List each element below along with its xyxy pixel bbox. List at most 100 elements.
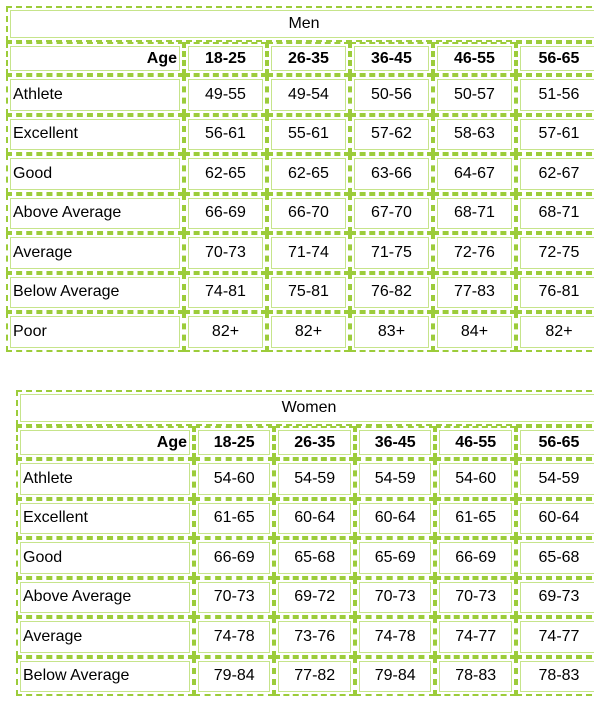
category-label: Below Average xyxy=(6,272,184,312)
table-cell: 82+ xyxy=(184,312,267,352)
table-cell: 62-65 xyxy=(266,154,350,194)
table-cell: 70-73 xyxy=(194,577,275,617)
table-cell: 57-61 xyxy=(515,114,594,154)
table-cell: 69-72 xyxy=(274,577,355,617)
table-cell: 54-59 xyxy=(515,459,594,499)
table-row: Average 70-73 71-74 71-75 72-76 72-75 xyxy=(6,233,594,273)
table-cell: 74-78 xyxy=(354,617,436,657)
category-label: Average xyxy=(6,233,184,273)
table-cell: 72-76 xyxy=(432,233,516,273)
category-label: Athlete xyxy=(16,459,194,499)
table-cell: 55-61 xyxy=(266,114,350,154)
table-cell: 66-69 xyxy=(184,193,267,233)
table-cell: 75-81 xyxy=(266,272,350,312)
age-column-header: 56-65 xyxy=(515,426,594,459)
table-cell: 66-70 xyxy=(266,193,350,233)
table-cell: 76-81 xyxy=(515,272,594,312)
table-row: Above Average 66-69 66-70 67-70 68-71 68… xyxy=(6,193,594,233)
age-header: Age xyxy=(6,42,184,75)
table-cell: 61-65 xyxy=(435,498,516,538)
table-row: Average 74-78 73-76 74-78 74-77 74-77 xyxy=(16,617,594,657)
age-column-header: 36-45 xyxy=(354,426,436,459)
table-cell: 58-63 xyxy=(432,114,516,154)
age-column-header: 46-55 xyxy=(432,42,516,75)
table-cell: 62-67 xyxy=(515,154,594,194)
category-label: Excellent xyxy=(16,498,194,538)
table-row: Good 62-65 62-65 63-66 64-67 62-67 xyxy=(6,154,594,194)
table-cell: 65-68 xyxy=(515,538,594,578)
category-label: Excellent xyxy=(6,114,184,154)
table-cell: 73-76 xyxy=(274,617,355,657)
table-row: Above Average 70-73 69-72 70-73 70-73 69… xyxy=(16,577,594,617)
category-label: Athlete xyxy=(6,75,184,115)
category-label: Above Average xyxy=(16,577,194,617)
table-cell: 54-59 xyxy=(354,459,436,499)
category-label: Poor xyxy=(6,312,184,352)
age-column-header: 18-25 xyxy=(184,42,267,75)
table-row: Excellent 61-65 60-64 60-64 61-65 60-64 xyxy=(16,498,594,538)
table-cell: 49-55 xyxy=(184,75,267,115)
table-cell: 54-59 xyxy=(274,459,355,499)
table-cell: 60-64 xyxy=(274,498,355,538)
table-cell: 77-82 xyxy=(274,656,355,696)
table-cell: 70-73 xyxy=(184,233,267,273)
age-column-header: 46-55 xyxy=(435,426,516,459)
table-cell: 74-78 xyxy=(194,617,275,657)
table-cell: 74-77 xyxy=(515,617,594,657)
men-table-title: Men xyxy=(6,6,594,42)
table-cell: 68-71 xyxy=(432,193,516,233)
men-table: Men Age 18-25 26-35 36-45 46-55 56-65 At… xyxy=(6,6,594,352)
table-row: Poor 82+ 82+ 83+ 84+ 82+ xyxy=(6,312,594,352)
table-cell: 77-83 xyxy=(432,272,516,312)
table-cell: 67-70 xyxy=(349,193,433,233)
table-row: Excellent 56-61 55-61 57-62 58-63 57-61 xyxy=(6,114,594,154)
table-cell: 83+ xyxy=(349,312,433,352)
table-cell: 78-83 xyxy=(435,656,516,696)
table-cell: 68-71 xyxy=(515,193,594,233)
women-table: Women Age 18-25 26-35 36-45 46-55 56-65 … xyxy=(16,390,594,696)
women-header-row: Age 18-25 26-35 36-45 46-55 56-65 xyxy=(16,426,594,459)
age-header: Age xyxy=(16,426,194,459)
table-row: Good 66-69 65-68 65-69 66-69 65-68 xyxy=(16,538,594,578)
table-cell: 82+ xyxy=(515,312,594,352)
table-cell: 66-69 xyxy=(194,538,275,578)
table-cell: 66-69 xyxy=(435,538,516,578)
table-cell: 82+ xyxy=(266,312,350,352)
table-row: Athlete 49-55 49-54 50-56 50-57 51-56 xyxy=(6,75,594,115)
table-cell: 74-81 xyxy=(184,272,267,312)
table-cell: 71-74 xyxy=(266,233,350,273)
table-cell: 49-54 xyxy=(266,75,350,115)
category-label: Good xyxy=(6,154,184,194)
age-column-header: 36-45 xyxy=(349,42,433,75)
table-cell: 60-64 xyxy=(515,498,594,538)
age-column-header: 26-35 xyxy=(266,42,350,75)
table-cell: 78-83 xyxy=(515,656,594,696)
table-cell: 57-62 xyxy=(349,114,433,154)
table-cell: 62-65 xyxy=(184,154,267,194)
table-cell: 60-64 xyxy=(354,498,436,538)
table-cell: 79-84 xyxy=(194,656,275,696)
table-cell: 50-57 xyxy=(432,75,516,115)
table-cell: 70-73 xyxy=(354,577,436,617)
age-column-header: 56-65 xyxy=(515,42,594,75)
table-cell: 65-69 xyxy=(354,538,436,578)
table-cell: 70-73 xyxy=(435,577,516,617)
table-cell: 64-67 xyxy=(432,154,516,194)
table-cell: 54-60 xyxy=(194,459,275,499)
category-label: Below Average xyxy=(16,656,194,696)
table-row: Athlete 54-60 54-59 54-59 54-60 54-59 xyxy=(16,459,594,499)
table-cell: 65-68 xyxy=(274,538,355,578)
age-column-header: 26-35 xyxy=(274,426,355,459)
table-cell: 79-84 xyxy=(354,656,436,696)
table-cell: 74-77 xyxy=(435,617,516,657)
table-cell: 50-56 xyxy=(349,75,433,115)
table-cell: 54-60 xyxy=(435,459,516,499)
table-cell: 71-75 xyxy=(349,233,433,273)
category-label: Good xyxy=(16,538,194,578)
category-label: Average xyxy=(16,617,194,657)
table-cell: 69-73 xyxy=(515,577,594,617)
women-table-title: Women xyxy=(16,390,594,426)
table-cell: 84+ xyxy=(432,312,516,352)
table-cell: 63-66 xyxy=(349,154,433,194)
table-cell: 72-75 xyxy=(515,233,594,273)
